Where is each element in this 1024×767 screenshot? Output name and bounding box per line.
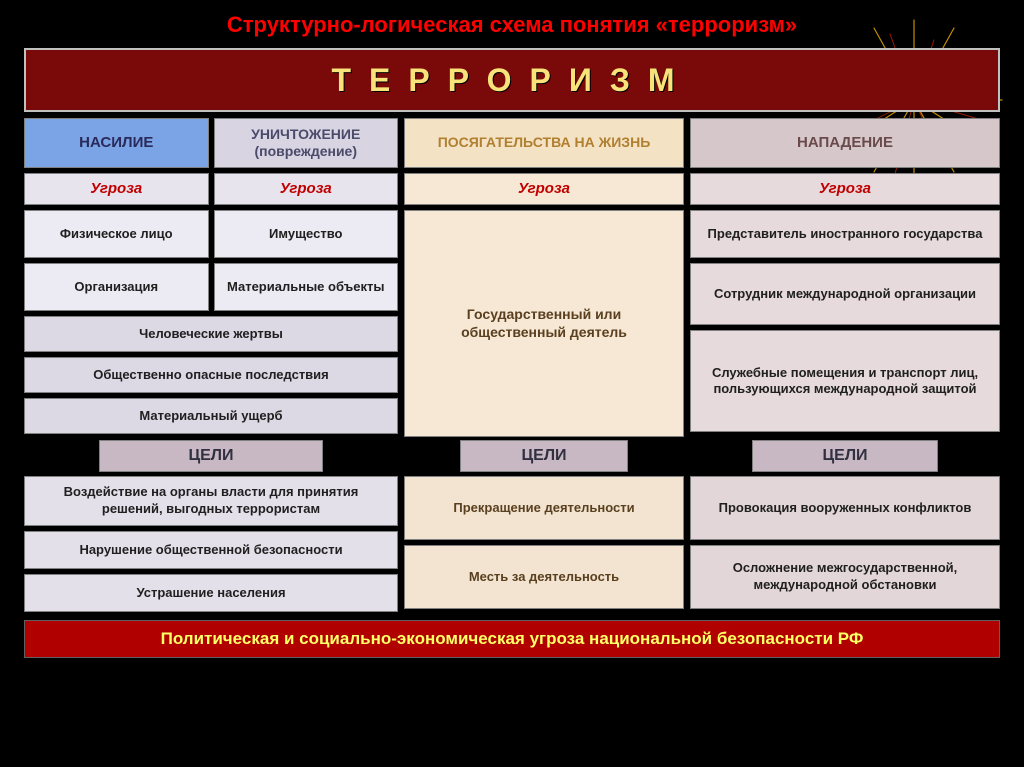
column-ab: НАСИЛИЕ УНИЧТОЖЕНИЕ (повреждение) Угроза… xyxy=(24,118,398,437)
goals-col-c: Прекращение деятельности Месть за деятел… xyxy=(404,476,684,612)
column-d: НАПАДЕНИЕ Угроза Представитель иностранн… xyxy=(690,118,1000,437)
item-property: Имущество xyxy=(214,210,399,258)
item-public-figure: Государственный или общественный деятель xyxy=(404,210,684,437)
item-protected-premises: Служебные помещения и транспорт лиц, пол… xyxy=(690,330,1000,432)
threat-c: Угроза xyxy=(404,173,684,205)
header-attack: НАПАДЕНИЕ xyxy=(690,118,1000,168)
threat-b: Угроза xyxy=(214,173,399,205)
main-banner: ТЕРРОРИЗМ xyxy=(24,48,1000,112)
goals-label-c: ЦЕЛИ xyxy=(460,440,628,472)
goals-label-d: ЦЕЛИ xyxy=(752,440,938,472)
item-human-casualties: Человеческие жертвы xyxy=(24,316,398,352)
column-c: ПОСЯГАТЕЛЬСТВА НА ЖИЗНЬ Угроза Государст… xyxy=(404,118,684,437)
item-material-objects: Материальные объекты xyxy=(214,263,399,311)
goals-labels-row: ЦЕЛИ ЦЕЛИ ЦЕЛИ xyxy=(24,437,1000,472)
threat-d: Угроза xyxy=(690,173,1000,205)
goals-label-ab: ЦЕЛИ xyxy=(99,440,323,472)
goals-col-d: Провокация вооруженных конфликтов Осложн… xyxy=(690,476,1000,612)
item-foreign-representative: Представитель иностранного государства xyxy=(690,210,1000,258)
item-dangerous-consequences: Общественно опасные последствия xyxy=(24,357,398,393)
goals-body: Воздействие на органы власти для приняти… xyxy=(24,476,1000,612)
item-material-damage: Материальный ущерб xyxy=(24,398,398,434)
goal-provoke-conflict: Провокация вооруженных конфликтов xyxy=(690,476,1000,540)
goal-complicate-relations: Осложнение межгосударственной, междунаро… xyxy=(690,545,1000,609)
page-title: Структурно-логическая схема понятия «тер… xyxy=(0,0,1024,48)
goal-revenge: Месть за деятельность xyxy=(404,545,684,609)
threat-a: Угроза xyxy=(24,173,209,205)
goals-col-ab: Воздействие на органы власти для приняти… xyxy=(24,476,398,612)
goal-influence-authorities: Воздействие на органы власти для приняти… xyxy=(24,476,398,526)
footer-bar: Политическая и социально-экономическая у… xyxy=(24,620,1000,658)
header-violence: НАСИЛИЕ xyxy=(24,118,209,168)
header-assaults: ПОСЯГАТЕЛЬСТВА НА ЖИЗНЬ xyxy=(404,118,684,168)
goal-stop-activity: Прекращение деятельности xyxy=(404,476,684,540)
header-destruction: УНИЧТОЖЕНИЕ (повреждение) xyxy=(214,118,399,168)
goal-disrupt-security: Нарушение общественной безопасности xyxy=(24,531,398,569)
columns-region: НАСИЛИЕ УНИЧТОЖЕНИЕ (повреждение) Угроза… xyxy=(24,118,1000,437)
item-individual: Физическое лицо xyxy=(24,210,209,258)
goal-intimidation: Устрашение населения xyxy=(24,574,398,612)
banner-text: ТЕРРОРИЗМ xyxy=(331,62,692,99)
item-organization: Организация xyxy=(24,263,209,311)
item-intl-org-employee: Сотрудник международной организации xyxy=(690,263,1000,325)
